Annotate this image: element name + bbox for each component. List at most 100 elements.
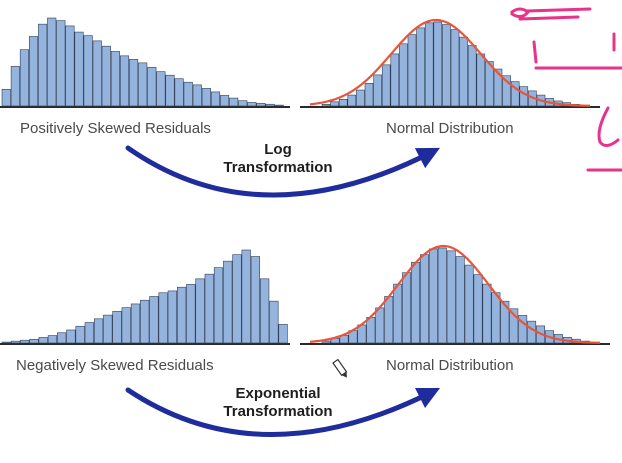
source-histogram-bar — [110, 51, 120, 107]
source-histogram-bar — [274, 104, 284, 107]
normal-histogram-bar — [446, 250, 456, 344]
source-histogram-bar — [119, 55, 130, 107]
source-histogram-bar — [47, 17, 57, 107]
source-histogram-bar — [29, 338, 39, 344]
source-histogram-bar — [147, 66, 157, 107]
normal-histogram-bar — [502, 75, 511, 107]
source-histogram-bar — [158, 292, 168, 344]
source-histogram-bar — [19, 49, 29, 107]
source-histogram-bar — [10, 340, 21, 344]
normal-histogram-bar — [330, 101, 339, 107]
normal-histogram-bar — [518, 315, 528, 344]
normal-histogram-bar — [347, 94, 357, 107]
normal-histogram-bar — [476, 53, 486, 107]
source-histogram-bar — [250, 256, 261, 344]
source-histogram-bar — [149, 296, 159, 344]
normal-histogram-bar — [419, 254, 429, 344]
source-histogram-bar — [238, 100, 248, 107]
row2-transformation-line2: Transformation — [223, 403, 333, 420]
source-histogram-bar — [247, 102, 257, 107]
normal-histogram-bar — [442, 24, 451, 107]
normal-histogram-bar — [393, 283, 403, 344]
source-histogram-bar — [75, 325, 85, 344]
pencil-cursor-icon — [332, 358, 348, 378]
normal-histogram-bar — [416, 27, 425, 107]
normal-histogram-bar — [482, 283, 492, 344]
normal-histogram-bar — [384, 296, 394, 344]
normal-histogram-bar — [407, 34, 417, 107]
source-histogram-bar — [20, 339, 30, 344]
row2-target-label: Normal Distribution — [386, 357, 514, 374]
source-histogram-bar — [260, 278, 270, 344]
row1-transformation-line2: Transformation — [223, 159, 333, 176]
normal-histogram-bar — [464, 264, 474, 344]
source-histogram-bar — [241, 249, 251, 344]
normal-histogram-bar — [491, 292, 501, 344]
source-histogram-bar — [229, 97, 239, 107]
source-histogram-bar — [56, 20, 66, 107]
normal-histogram-bar — [450, 29, 460, 107]
source-histogram-bar — [201, 88, 211, 107]
source-histogram-bar — [176, 286, 187, 344]
normal-histogram-bar — [428, 248, 438, 344]
source-histogram-bar — [84, 322, 94, 344]
source-histogram-bar — [74, 31, 84, 107]
normal-histogram-bar — [473, 274, 483, 344]
source-histogram-bar — [195, 278, 205, 344]
row1-transformation-arrow — [125, 145, 441, 198]
source-histogram-bar — [92, 40, 102, 107]
normal-histogram-bar — [402, 272, 412, 344]
annotation-stroke — [518, 15, 580, 21]
source-histogram-bar — [101, 45, 111, 107]
row2-target-histogram — [321, 247, 590, 344]
source-histogram-bar — [213, 267, 224, 344]
source-histogram-bar — [278, 324, 288, 344]
row1-transformation-label: Log Transformation — [190, 141, 366, 177]
source-histogram-bar — [103, 314, 113, 344]
source-histogram-bar — [220, 95, 230, 107]
source-histogram-bar — [265, 103, 275, 107]
row2-source-histogram — [1, 249, 288, 344]
normal-histogram-bar — [485, 61, 494, 107]
source-histogram-bar — [192, 84, 202, 107]
source-histogram-bar — [186, 284, 196, 344]
source-histogram-bar — [138, 62, 148, 107]
normal-histogram-bar — [510, 81, 520, 107]
row2-source-label: Negatively Skewed Residuals — [16, 357, 214, 374]
normal-histogram-bar — [390, 53, 400, 107]
normal-histogram-bar — [356, 89, 365, 107]
normal-histogram-bar — [373, 74, 382, 107]
source-histogram-bar — [156, 71, 166, 107]
normal-histogram-bar — [375, 307, 385, 344]
source-histogram-bar — [83, 35, 93, 107]
normal-histogram-bar — [509, 308, 519, 344]
normal-histogram-bar — [399, 43, 408, 107]
source-histogram-bar — [210, 91, 221, 107]
source-histogram-bar — [38, 23, 48, 107]
source-histogram-bar — [57, 332, 67, 344]
source-histogram-bar — [130, 303, 141, 344]
normal-histogram-bar — [364, 83, 374, 107]
normal-histogram-bar — [381, 64, 391, 107]
row1-source-label: Positively Skewed Residuals — [20, 120, 211, 137]
source-histogram-bar — [129, 59, 139, 107]
source-histogram-bar — [112, 311, 122, 344]
annotation-stroke — [532, 40, 538, 64]
normal-histogram-bar — [467, 45, 477, 107]
normal-histogram-bar — [424, 22, 434, 107]
source-histogram-bar — [256, 103, 266, 107]
source-histogram-bar — [65, 25, 75, 107]
source-histogram-bar — [121, 307, 131, 344]
normal-histogram-bar — [493, 68, 503, 107]
source-histogram-bar — [174, 78, 184, 107]
annotation-stroke — [524, 7, 592, 13]
normal-histogram-bar — [338, 98, 348, 107]
normal-histogram-bar — [321, 340, 331, 344]
row2-transformation-arrow — [125, 387, 441, 437]
source-histogram-bar — [66, 329, 76, 344]
source-histogram-bar — [223, 260, 233, 344]
row1-target-label: Normal Distribution — [386, 120, 514, 137]
source-histogram-bar — [28, 36, 39, 107]
